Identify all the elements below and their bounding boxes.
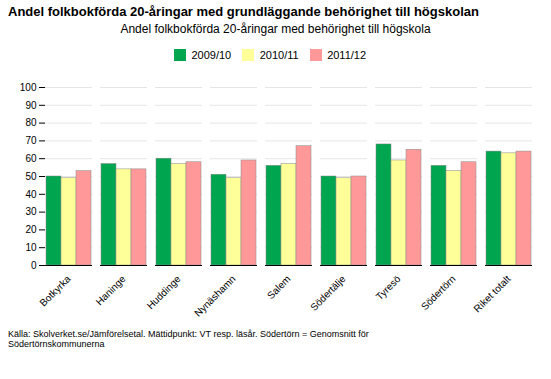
html-text:2011/12: 2011/12 xyxy=(327,48,367,61)
html-text:Andel folkbokförda 20-åringar: Andel folkbokförda 20-åringar med grundl… xyxy=(8,4,479,19)
svg-text:50: 50 xyxy=(25,170,37,181)
svg-text:60: 60 xyxy=(25,152,37,163)
svg-text:70: 70 xyxy=(25,135,37,146)
svg-text:Haninge: Haninge xyxy=(94,272,128,306)
svg-text:20: 20 xyxy=(25,224,37,235)
html-text:Andel folkbokförda 20-åringar: Andel folkbokförda 20-åringar med behöri… xyxy=(120,22,431,36)
html-text:2010/11: 2010/11 xyxy=(259,48,299,61)
svg-text:100: 100 xyxy=(20,81,37,92)
svg-text:Södertörn: Södertörn xyxy=(419,273,458,312)
svg-text:Södertälje: Södertälje xyxy=(308,272,348,312)
svg-text:Tyresö: Tyresö xyxy=(374,272,403,301)
svg-text:40: 40 xyxy=(25,188,37,199)
svg-text:Salem: Salem xyxy=(265,273,293,301)
svg-text:Nynäshamn: Nynäshamn xyxy=(192,273,238,319)
svg-text:30: 30 xyxy=(25,206,37,217)
svg-text:Riket totalt: Riket totalt xyxy=(471,273,512,314)
svg-text:80: 80 xyxy=(25,117,37,128)
svg-text:Botkyrka: Botkyrka xyxy=(37,272,73,308)
svg-text:0: 0 xyxy=(31,259,37,270)
html-text:Källa: Skolverket.se/Jämförels: Källa: Skolverket.se/Jämförelsetal. Mätt… xyxy=(8,328,369,349)
svg-text:Huddinge: Huddinge xyxy=(145,272,183,310)
svg-text:10: 10 xyxy=(25,241,37,252)
html-text:2009/10: 2009/10 xyxy=(191,48,232,61)
svg-text:90: 90 xyxy=(25,99,37,110)
